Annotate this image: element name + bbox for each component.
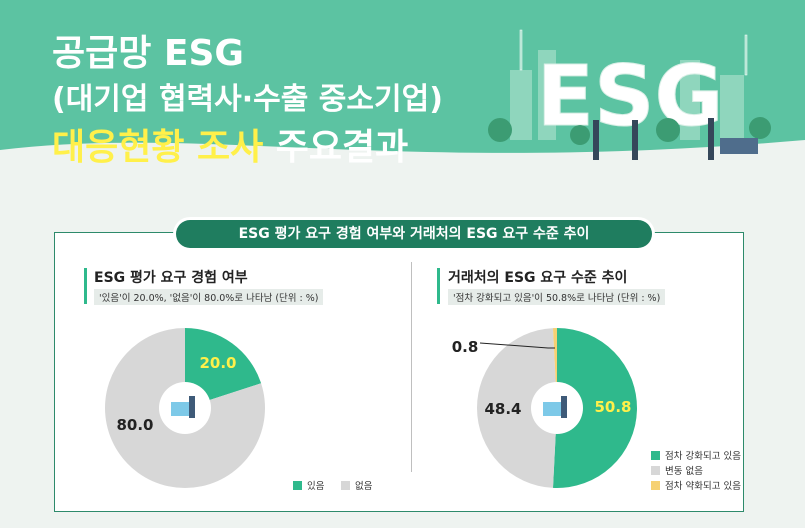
right-pie-slice-1: [476, 328, 557, 488]
legend-swatch: [651, 465, 660, 475]
title-highlight: 대응현황 조사: [52, 127, 264, 168]
legend-item: 변동 없음: [651, 463, 703, 477]
header-banner: 공급망 ESG (대기업 협력사·수출 중소기업) 대응현황 조사 주요결과 E…: [0, 0, 805, 175]
legend-item: 점차 약화되고 있음: [651, 478, 741, 492]
legend-item: 없음: [341, 478, 372, 492]
section-title: ESG 평가 요구 경험 여부와 거래처의 ESG 요구 수준 추이: [176, 220, 652, 248]
right-small-slice-leader-line: [479, 342, 555, 349]
legend-item: 점차 강화되고 있음: [651, 448, 741, 462]
title-line-3: 대응현황 조사 주요결과: [52, 118, 408, 170]
legend-label: 점차 약화되고 있음: [665, 481, 741, 492]
legend-label: 점차 강화되고 있음: [665, 451, 741, 462]
illustration-esg-letters: ESG: [537, 47, 724, 145]
left-value-label-1: 80.0: [116, 416, 153, 434]
title-line-1: 공급망 ESG: [52, 33, 244, 74]
left-pie-slice-0: [185, 328, 262, 408]
right-value-label-1: 48.4: [484, 400, 521, 418]
left-center-illustration-icon: [171, 396, 195, 418]
legend-label: 없음: [355, 481, 373, 492]
legend-label: 있음: [307, 481, 325, 492]
header-wave-decoration: [0, 140, 805, 175]
right-chart-subtitle: '점차 강화되고 있음'이 50.8%로 나타남 (단위 : %): [448, 289, 666, 305]
legend-swatch: [341, 480, 350, 490]
right-pie-slice-0: [552, 328, 637, 488]
right-chart-title: 거래처의 ESG 요구 수준 추이: [448, 270, 628, 286]
legend-item: 있음: [293, 478, 324, 492]
left-subtitle-bar: [84, 268, 87, 304]
legend-swatch: [293, 480, 302, 490]
left-chart-subtitle: '있음'이 20.0%, '없음'이 80.0%로 나타남 (단위 : %): [94, 289, 324, 305]
title-rest: 주요결과: [263, 127, 409, 168]
legend-swatch: [651, 480, 660, 490]
legend-swatch: [651, 450, 660, 460]
chart-divider: [411, 262, 412, 472]
right-center-illustration-icon: [543, 396, 567, 418]
left-chart-title: ESG 평가 요구 경험 여부: [94, 270, 248, 286]
right-value-label-0: 50.8: [594, 398, 631, 416]
esg-city-illustration: ESG: [488, 29, 771, 160]
right-subtitle-bar: [437, 268, 440, 304]
right-value-label-2: 0.8: [452, 338, 479, 356]
left-value-label-0: 20.0: [199, 354, 236, 372]
legend-label: 변동 없음: [665, 466, 703, 477]
title-line-2: (대기업 협력사·수출 중소기업): [52, 82, 443, 117]
